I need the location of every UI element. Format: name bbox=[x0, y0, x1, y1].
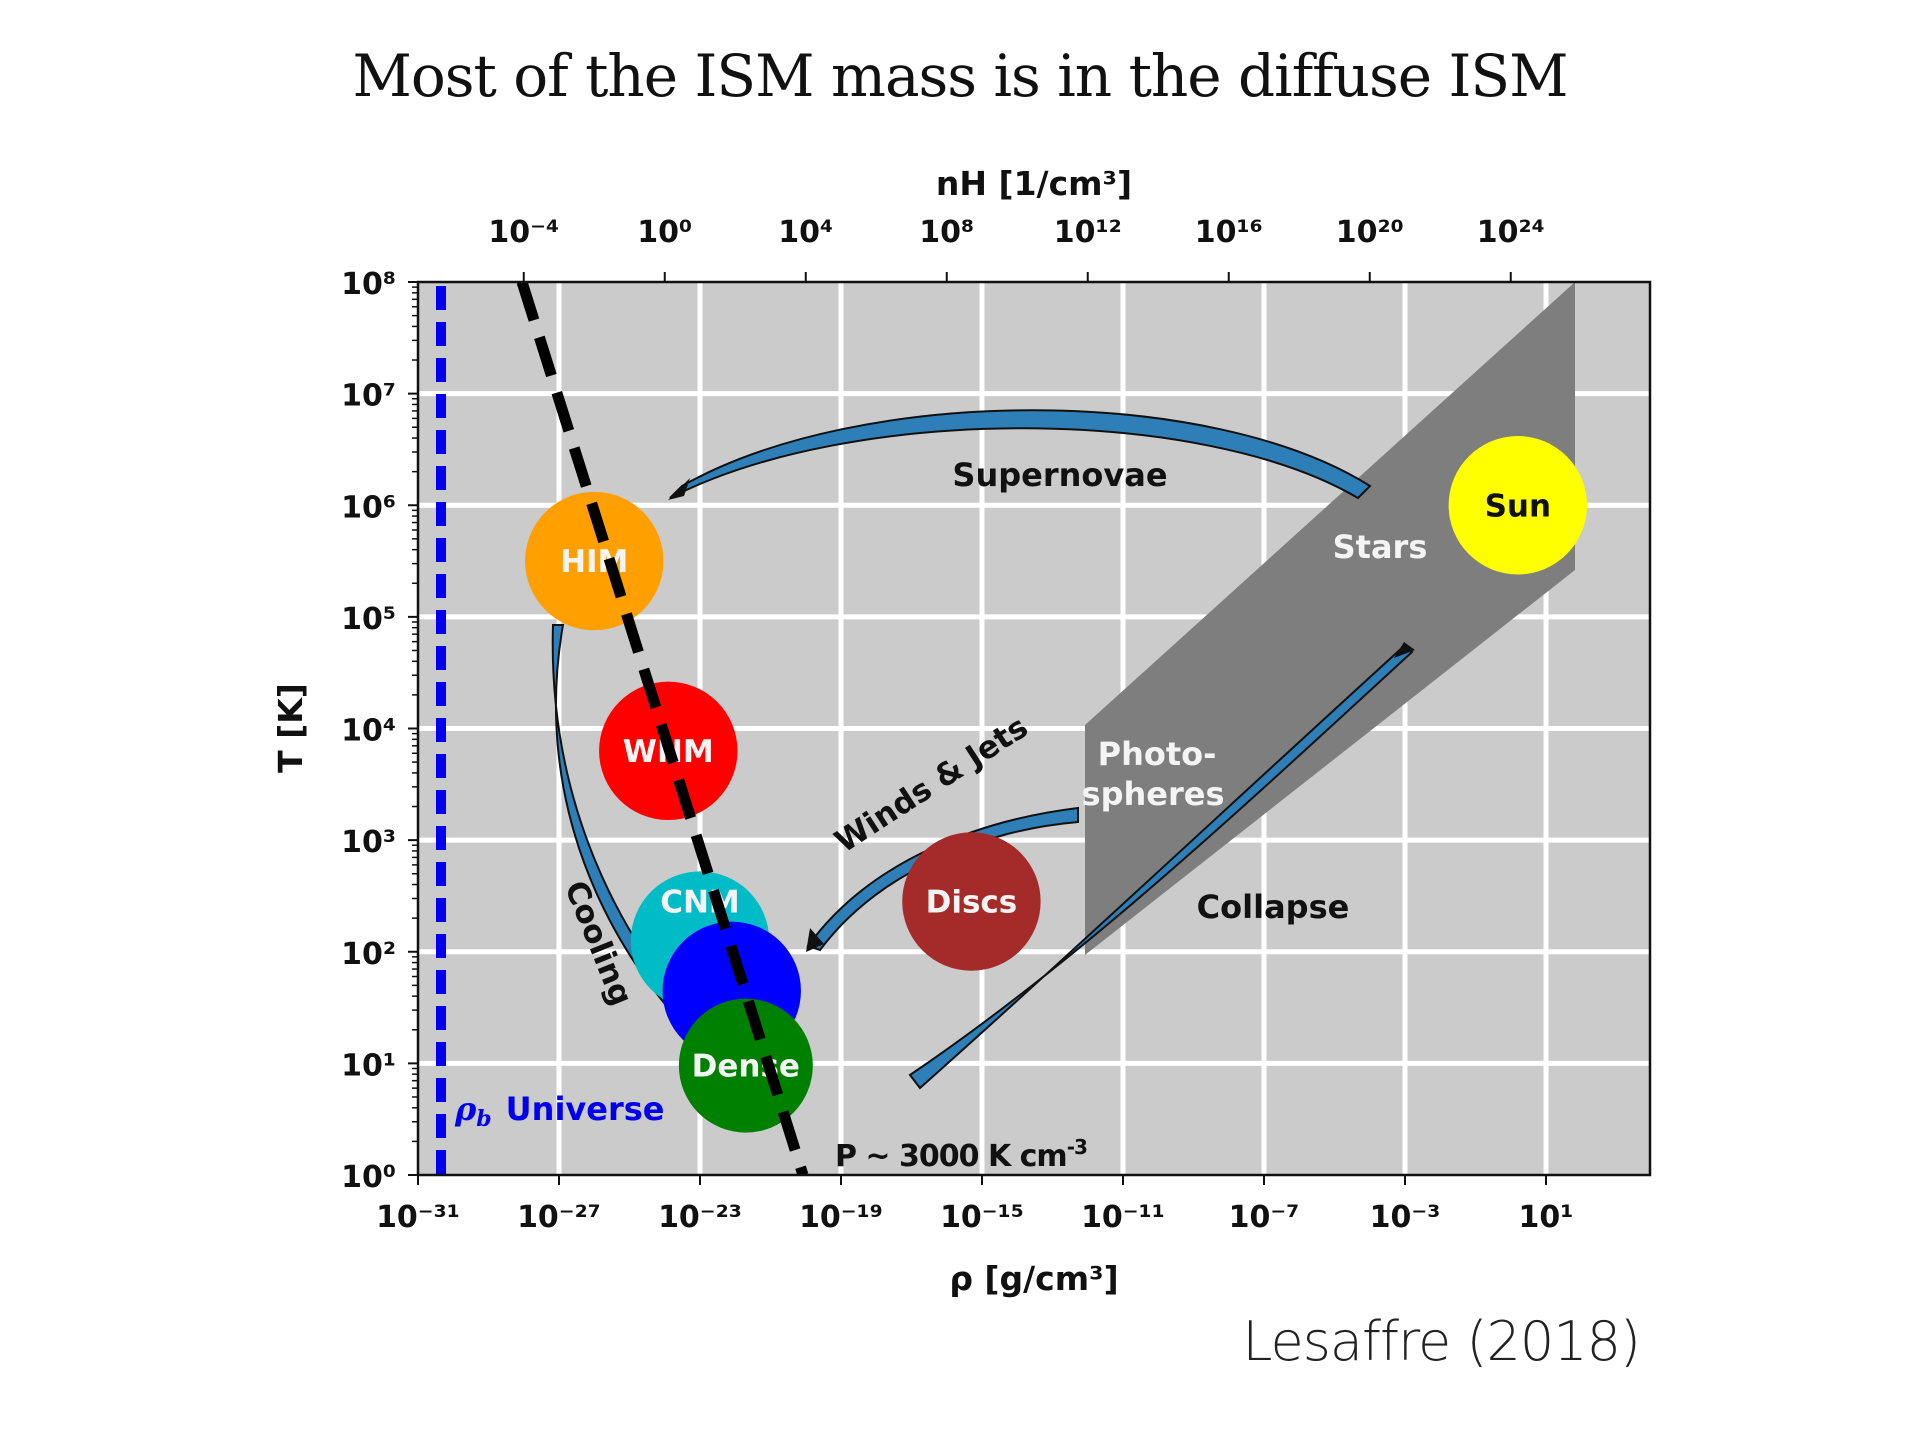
y-tick-label: 10¹ bbox=[341, 1048, 396, 1083]
x2-tick-label: 10²⁴ bbox=[1477, 215, 1545, 250]
universe-label: ρb Universe bbox=[454, 1090, 665, 1132]
citation: Lesaffre (2018) bbox=[1242, 1310, 1641, 1373]
winds-jets-arrow bbox=[806, 806, 1079, 952]
y-tick-label: 10⁵ bbox=[341, 602, 396, 637]
x-axis-label: ρ [g/cm³] bbox=[949, 1259, 1118, 1298]
arrows bbox=[551, 409, 1415, 1090]
y-tick-label: 10³ bbox=[341, 825, 396, 860]
x2-tick-label: 10¹² bbox=[1054, 215, 1122, 250]
y-tick-label: 10² bbox=[341, 937, 396, 972]
universe-text: Universe bbox=[506, 1090, 665, 1128]
winds-jets-arrowhead bbox=[806, 928, 824, 952]
stars-band bbox=[1085, 282, 1575, 955]
pressure-exponent: -3 bbox=[1067, 1135, 1087, 1159]
phase-circle-discs bbox=[902, 832, 1041, 971]
supernovae-arrowhead bbox=[668, 478, 690, 500]
photospheres-label-line1: Photo- bbox=[1098, 735, 1217, 773]
phase-label-dense: Dense bbox=[692, 1049, 800, 1085]
phase-circle-him bbox=[525, 491, 664, 631]
phase-circle-dense bbox=[678, 998, 813, 1133]
photospheres-label-line2: spheres bbox=[1082, 775, 1225, 813]
slide-title: Most of the ISM mass is in the diffuse I… bbox=[352, 42, 1568, 110]
y-tick-label: 10⁶ bbox=[341, 490, 396, 525]
x2-tick-label: 10⁴ bbox=[778, 215, 833, 250]
x-tick-label: 10⁻²³ bbox=[658, 1200, 742, 1235]
phase-circle-sun bbox=[1448, 436, 1588, 575]
y-tick-label: 10⁸ bbox=[341, 267, 396, 302]
y-tick-label: 10⁰ bbox=[341, 1160, 396, 1195]
y-tick-label: 10⁴ bbox=[341, 714, 396, 749]
supernovae-label: Supernovae bbox=[952, 456, 1167, 494]
x2-tick-label: 10²⁰ bbox=[1336, 215, 1404, 250]
universe-rho-subscript: b bbox=[476, 1106, 491, 1132]
stars-label: Stars bbox=[1333, 528, 1428, 566]
x2-tick-label: 10⁻⁴ bbox=[488, 215, 559, 250]
pressure-label: P ~ 3000 K cm-3 bbox=[835, 1135, 1087, 1174]
x-tick-label: 10¹ bbox=[1519, 1200, 1574, 1235]
phase-label-discs: Discs bbox=[926, 885, 1018, 921]
collapse-label: Collapse bbox=[1197, 888, 1350, 926]
x-tick-label: 10⁻²⁷ bbox=[517, 1200, 601, 1235]
cooling-equilibrium-line bbox=[516, 282, 809, 1175]
collapse-arrowhead bbox=[1394, 642, 1415, 658]
x-tick-label: 10⁻¹⁵ bbox=[940, 1200, 1024, 1235]
x2-tick-label: 10¹⁶ bbox=[1195, 215, 1263, 250]
pressure-main: P ~ 3000 K cm bbox=[835, 1139, 1067, 1174]
x2-axis-label: nH [1/cm³] bbox=[936, 164, 1132, 203]
phases: HIMWNMCNMDenseDiscsSun bbox=[525, 436, 1588, 1133]
y-tick-label: 10⁷ bbox=[341, 379, 396, 414]
x-tick-label: 10⁻³ bbox=[1370, 1200, 1441, 1235]
x-tick-label: 10⁻¹¹ bbox=[1081, 1200, 1165, 1235]
x-tick-label: 10⁻⁷ bbox=[1229, 1200, 1300, 1235]
ticks: 10⁻³¹ 10⁻²⁷ 10⁻²³ 10⁻¹⁹ 10⁻¹⁵ 10⁻¹¹ 10⁻⁷ 10⁻³ 10… bbox=[341, 215, 1573, 1235]
y-axis-label: T [K] bbox=[271, 683, 310, 773]
phase-label-cnm: CNM bbox=[660, 885, 740, 921]
x2-tick-label: 10⁰ bbox=[637, 215, 692, 250]
universe-rho-symbol: ρ bbox=[454, 1090, 477, 1128]
x-tick-label: 10⁻¹⁹ bbox=[799, 1200, 883, 1235]
phase-label-sun: Sun bbox=[1485, 488, 1551, 524]
x-tick-label: 10⁻³¹ bbox=[376, 1200, 460, 1235]
x2-tick-label: 10⁸ bbox=[919, 215, 974, 250]
